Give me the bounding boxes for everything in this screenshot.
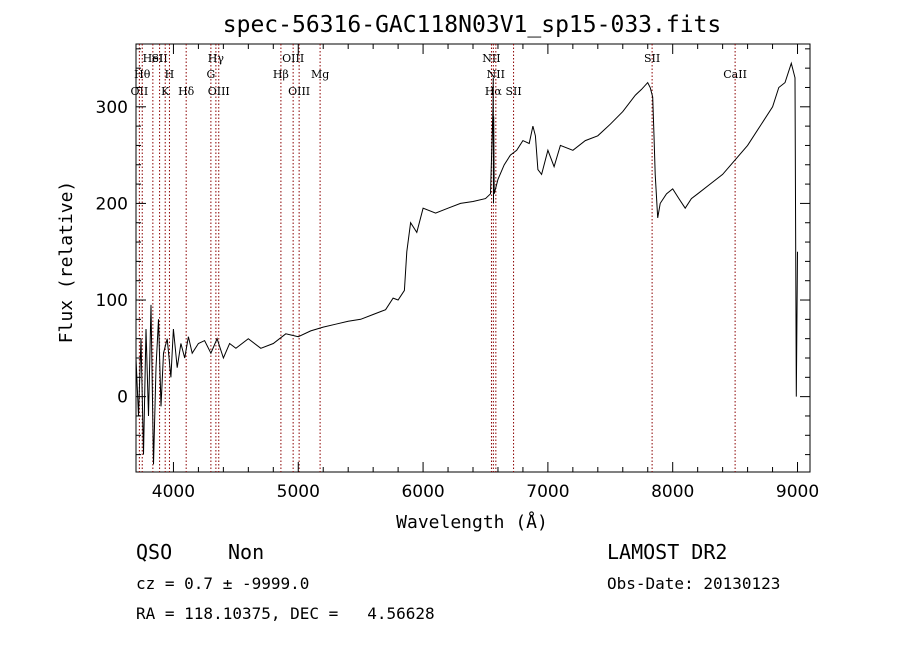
- x-tick-label: 9000: [776, 482, 819, 502]
- line-marker-label: OII: [131, 85, 149, 98]
- line-marker-label: NII: [482, 52, 500, 65]
- line-marker-label: OIII: [288, 85, 310, 98]
- x-tick-label: 6000: [401, 482, 444, 502]
- line-marker-label: SII: [644, 52, 660, 65]
- obs-date-text: Obs-Date: 20130123: [607, 574, 781, 593]
- line-marker-label: SII: [151, 52, 167, 65]
- y-tick-label: 300: [96, 98, 128, 118]
- line-marker-label: OIII: [282, 52, 304, 65]
- chart-title: spec-56316-GAC118N03V1_sp15-033.fits: [223, 12, 722, 38]
- x-axis-label: Wavelength (Å): [396, 511, 548, 533]
- survey-label: LAMOST DR2: [607, 540, 728, 564]
- line-marker-label: H: [165, 68, 175, 81]
- x-tick-label: 8000: [651, 482, 694, 502]
- line-marker-label: Hθ: [134, 68, 151, 81]
- object-subclass: Non: [228, 540, 265, 564]
- line-marker-label: G: [206, 68, 215, 81]
- line-marker-label: SII: [505, 85, 521, 98]
- line-marker-label: K: [161, 85, 170, 98]
- line-marker-label: Hγ: [208, 52, 225, 65]
- y-tick-label: 200: [96, 194, 128, 214]
- line-markers: OIIHθHeISIIKHHδGHγOIIIHβOIIIOIIIMgNIIHαN…: [131, 44, 747, 472]
- line-marker-label: Hδ: [178, 85, 195, 98]
- y-tick-label: 100: [96, 291, 128, 311]
- line-marker-label: OIII: [208, 85, 230, 98]
- x-tick-label: 7000: [526, 482, 569, 502]
- line-marker-label: Mg: [311, 68, 329, 81]
- redshift-text: cz = 0.7 ± -9999.0: [136, 574, 310, 593]
- line-marker-label: NII: [487, 68, 505, 81]
- line-marker-label: HeI: [143, 52, 163, 65]
- plot-frame: [135, 43, 811, 473]
- x-tick-label: 5000: [277, 482, 320, 502]
- axis-ticks: 4000 5000 6000 7000 8000 9000 0 100 200 300: [96, 44, 819, 502]
- line-marker-label: CaII: [723, 68, 747, 81]
- spectrum-line: [135, 61, 798, 465]
- object-class: QSO: [136, 540, 173, 564]
- ra-dec-text: RA = 118.10375, DEC = 4.56628: [136, 604, 435, 623]
- y-axis-label: Flux (relative): [56, 181, 77, 344]
- y-tick-label: 0: [117, 388, 128, 408]
- x-tick-label: 4000: [152, 482, 195, 502]
- line-marker-label: Hβ: [273, 68, 289, 81]
